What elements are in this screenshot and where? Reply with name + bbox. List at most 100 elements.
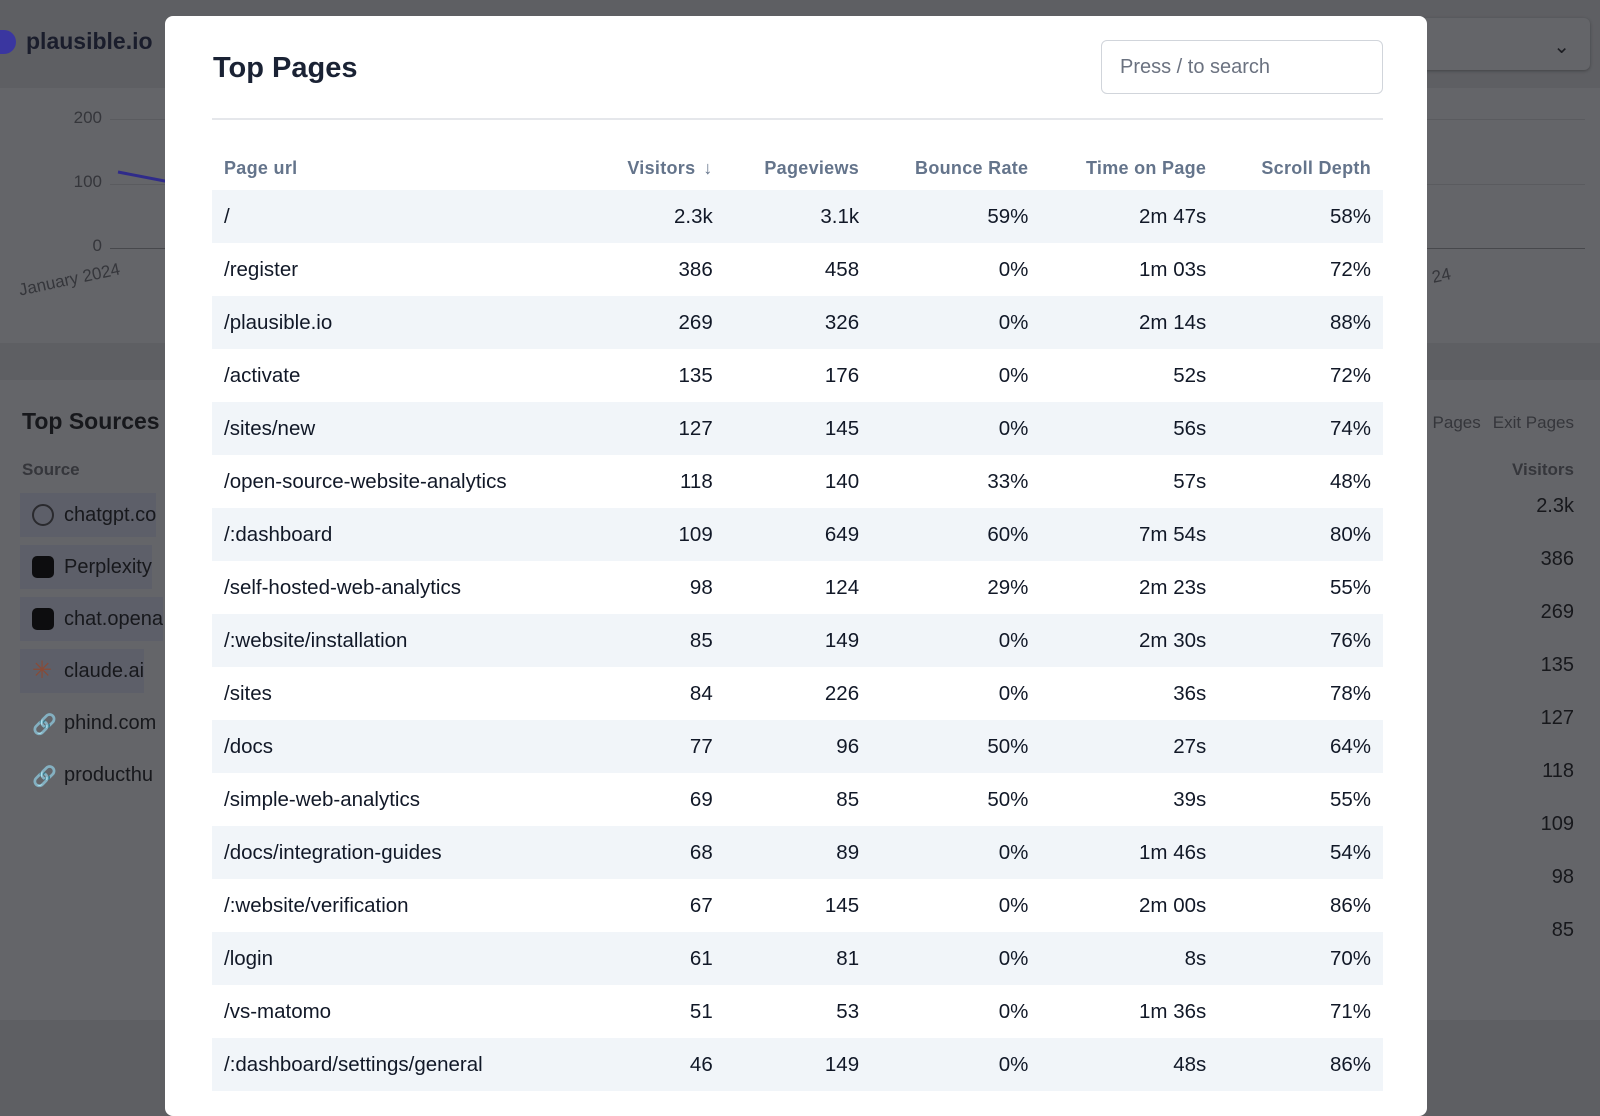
metric-cell: 0% <box>998 893 1029 917</box>
column-label: Pageviews <box>764 157 860 178</box>
metric-cell: 145 <box>824 893 860 917</box>
page-url-cell: /open-source-website-analytics <box>224 469 507 493</box>
metric-cell: 50% <box>871 720 1041 773</box>
table-row[interactable]: /docs/integration-guides 68 89 0% 1m 46s 54% <box>212 826 1383 879</box>
column-header[interactable]: Scroll Depth <box>1218 146 1383 190</box>
table-row[interactable]: /simple-web-analytics 69 85 50% 39s 55% <box>212 773 1383 826</box>
table-row[interactable]: /2.3k 3.1k 59% 2m 47s 58% <box>212 190 1383 243</box>
metric-cell: 7m 54s <box>1040 508 1219 561</box>
source-item[interactable]: chat.opena <box>20 597 163 641</box>
metric-cell: 53 <box>836 999 860 1023</box>
source-item[interactable]: 🔗 phind.com <box>20 701 156 745</box>
metric-cell: 124 <box>824 575 860 599</box>
page-url-cell: /vs-matomo <box>224 999 332 1023</box>
metric-cell: 33% <box>987 469 1029 493</box>
site-logo[interactable]: plausible.io <box>0 28 153 55</box>
metric-cell: 98 <box>689 575 713 599</box>
source-item[interactable]: chatgpt.co <box>20 493 157 537</box>
table-row[interactable]: /:website/installation 85 149 0% 2m 30s 76% <box>212 614 1383 667</box>
arrow-down-icon: ↓ <box>703 157 713 178</box>
page-url-cell: /:website/installation <box>212 614 590 667</box>
column-header[interactable]: Page url <box>212 146 590 190</box>
metric-cell: 59% <box>871 190 1041 243</box>
source-item[interactable]: ✳ claude.ai <box>20 649 145 693</box>
metric-cell: 54% <box>1218 826 1383 879</box>
source-item[interactable]: 🔗 producthu <box>20 753 153 797</box>
table-row[interactable]: /sites/new 127 145 0% 56s 74% <box>212 402 1383 455</box>
metric-cell: 89 <box>724 826 872 879</box>
column-header[interactable]: Bounce Rate <box>871 146 1040 190</box>
table-row[interactable]: /login 61 81 0% 8s 70% <box>212 932 1383 985</box>
metric-cell: 60% <box>871 508 1041 561</box>
metric-cell: 52s <box>1173 363 1207 387</box>
column-header[interactable]: Pageviews <box>725 146 871 190</box>
table-row[interactable]: /:dashboard 109 649 60% 7m 54s 80% <box>212 508 1383 561</box>
metric-cell: 29% <box>987 575 1029 599</box>
table-row[interactable]: /:website/verification 67 145 0% 2m 00s 86% <box>212 879 1383 932</box>
metric-cell: 109 <box>589 508 725 561</box>
metric-cell: 70% <box>1218 932 1383 985</box>
metric-cell: 39s <box>1173 787 1207 811</box>
source-visitors: 269 <box>1540 601 1574 623</box>
visitors-header: Visitors <box>1511 460 1574 479</box>
x-tick: 24 <box>1430 264 1453 287</box>
site-name: plausible.io <box>26 28 153 54</box>
table-row[interactable]: /:dashboard/settings/general 46 149 0% 48s 86… <box>212 1038 1383 1091</box>
metric-cell: 3.1k <box>724 190 872 243</box>
source-header: Source <box>22 460 80 479</box>
metric-cell: 269 <box>589 296 725 349</box>
tab-exit-pages[interactable]: Exit Pages <box>1492 413 1574 432</box>
search-input[interactable] <box>1101 40 1383 94</box>
table-row[interactable]: /register 386 458 0% 1m 03s 72% <box>212 243 1383 296</box>
metric-cell: 2m 47s <box>1040 190 1219 243</box>
metric-cell: 0% <box>998 257 1029 281</box>
metric-cell: 76% <box>1218 614 1383 667</box>
source-visitors: 118 <box>1542 760 1574 782</box>
metric-cell: 0% <box>871 1038 1041 1091</box>
metric-cell: 649 <box>724 508 872 561</box>
page-url-cell: /docs <box>212 720 590 773</box>
metric-cell: 8s <box>1040 932 1219 985</box>
table-row[interactable]: /sites 84 226 0% 36s 78% <box>212 667 1383 720</box>
metric-cell: 27s <box>1040 720 1219 773</box>
metric-cell: 0% <box>871 402 1041 455</box>
y-tick: 100 <box>73 172 102 191</box>
tab-pages[interactable]: Pages <box>1432 413 1481 432</box>
page-url-cell: /:dashboard/settings/general <box>212 1038 590 1091</box>
metric-cell: 58% <box>1218 190 1383 243</box>
metric-cell: 84 <box>689 681 713 705</box>
y-tick: 200 <box>73 108 102 127</box>
metric-cell: 458 <box>824 257 860 281</box>
column-header[interactable]: Time on Page <box>1040 146 1218 190</box>
metric-cell: 0% <box>871 932 1041 985</box>
metric-cell: 68 <box>589 826 725 879</box>
metric-cell: 1m 03s <box>1139 257 1207 281</box>
source-label: claude.ai <box>64 659 145 682</box>
metric-cell: 67 <box>689 893 713 917</box>
metric-cell: 46 <box>589 1038 725 1091</box>
table-row[interactable]: /self-hosted-web-analytics 98 124 29% 2m 23s… <box>212 561 1383 614</box>
table-row[interactable]: /plausible.io 269 326 0% 2m 14s 88% <box>212 296 1383 349</box>
metric-cell: 85 <box>589 614 725 667</box>
page-url-cell: /simple-web-analytics <box>224 787 420 811</box>
table-row[interactable]: /vs-matomo 51 53 0% 1m 36s 71% <box>212 985 1383 1038</box>
metric-cell: 135 <box>678 363 713 387</box>
table-row[interactable]: /activate 135 176 0% 52s 72% <box>212 349 1383 402</box>
chevron-down-icon: ⌄ <box>1553 36 1570 58</box>
metric-cell: 2m 30s <box>1040 614 1219 667</box>
metric-cell: 149 <box>724 614 872 667</box>
metric-cell: 55% <box>1329 787 1371 811</box>
metric-cell: 0% <box>998 999 1029 1023</box>
metric-cell: 56s <box>1040 402 1219 455</box>
table-row[interactable]: /docs 77 96 50% 27s 64% <box>212 720 1383 773</box>
page-url-cell: /:website/verification <box>224 893 409 917</box>
metric-cell: 0% <box>871 614 1041 667</box>
metric-cell: 48s <box>1040 1038 1219 1091</box>
column-label: Scroll Depth <box>1261 157 1371 178</box>
link-icon: 🔗 <box>32 766 57 788</box>
column-header[interactable]: Visitors ↓ <box>590 146 725 190</box>
source-item[interactable]: Perplexity <box>20 545 152 589</box>
metric-cell: 78% <box>1329 681 1371 705</box>
page-url-cell: /activate <box>224 363 301 387</box>
table-row[interactable]: /open-source-website-analytics 118 140 33% 5… <box>212 455 1383 508</box>
